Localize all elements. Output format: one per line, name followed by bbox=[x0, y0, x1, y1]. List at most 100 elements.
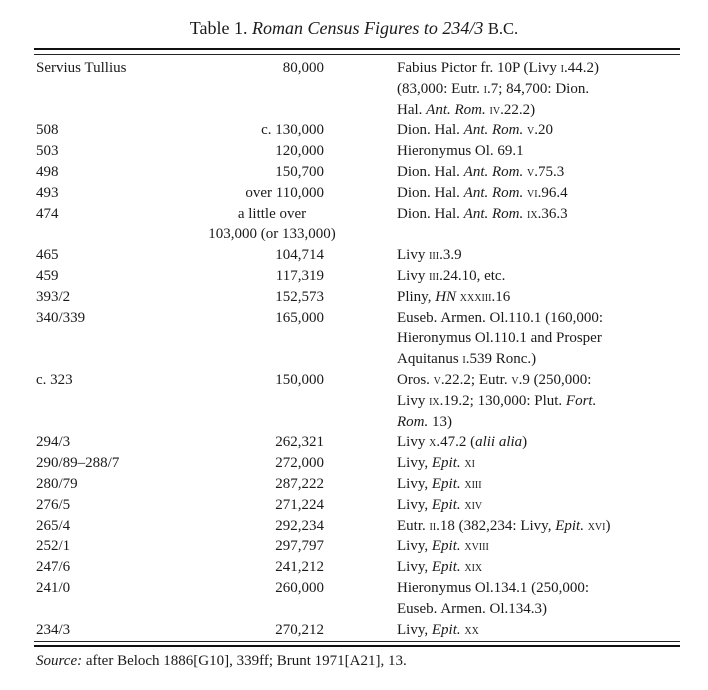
census-figure-cell: 80,000 bbox=[196, 58, 348, 120]
source-line: Livy, Epit. xx bbox=[397, 620, 680, 641]
text-segment: i bbox=[462, 351, 466, 367]
figure-line: 120,000 bbox=[275, 143, 324, 160]
text-segment: Eutr. bbox=[397, 517, 430, 534]
figure-line: 152,573 bbox=[275, 288, 324, 305]
table-row: 276/5 271,224 Livy, Epit. xiv bbox=[0, 495, 708, 516]
census-figure-cell: 270,212 bbox=[196, 620, 348, 641]
year-cell: 503 bbox=[36, 143, 59, 160]
text-segment: xvi bbox=[587, 517, 606, 533]
source-cell: Livy, Epit. xiv bbox=[348, 495, 680, 516]
text-segment: iii bbox=[429, 267, 440, 283]
italic-text: Fort. bbox=[565, 392, 597, 409]
italic-text: Epit. bbox=[431, 496, 461, 513]
italic-text: Rom. bbox=[397, 413, 429, 430]
figure-line: a little over bbox=[237, 205, 307, 222]
figure-line: 80,000 bbox=[282, 60, 324, 76]
text-segment: Livy, bbox=[397, 496, 432, 513]
source-line: Euseb. Armen. Ol.134.3) bbox=[397, 599, 680, 620]
text-segment: xviii bbox=[464, 538, 489, 554]
text-segment: .9 (250,000: bbox=[518, 371, 592, 388]
census-figure-cell: 150,000 bbox=[196, 370, 348, 432]
census-figure-cell: 120,000 bbox=[196, 141, 348, 162]
figure-line: over 110,000 bbox=[245, 184, 324, 201]
text-segment: ) bbox=[605, 517, 611, 534]
text-segment: xi bbox=[464, 455, 475, 471]
table-row: 393/2 152,573 Pliny, HN xxxiii.16 bbox=[0, 287, 708, 308]
text-segment: xiv bbox=[464, 496, 483, 512]
source-cell: Dion. Hal. Ant. Rom. v.20 bbox=[348, 120, 680, 141]
census-figure-cell: 297,797 bbox=[196, 536, 348, 557]
source-line: Dion. Hal. Ant. Rom. v.75.3 bbox=[397, 162, 680, 183]
source-cell: Dion. Hal. Ant. Rom. v.75.3 bbox=[348, 162, 680, 183]
text-segment: v bbox=[511, 371, 519, 387]
table-row: 465 104,714 Livy iii.3.9 bbox=[0, 245, 708, 266]
table-row: 294/3 262,321 Livy x.47.2 (alii alia) bbox=[0, 432, 708, 453]
text-segment: Livy bbox=[397, 267, 430, 284]
source-cell: Dion. Hal. Ant. Rom. vi.96.4 bbox=[348, 183, 680, 204]
figure-line: 287,222 bbox=[275, 475, 324, 492]
figure-line: 165,000 bbox=[275, 309, 324, 326]
text-segment: Euseb. Armen. Ol.110.1 (160,000: bbox=[397, 309, 604, 326]
figure-line: 272,000 bbox=[275, 455, 324, 472]
source-line: Dion. Hal. Ant. Rom. v.20 bbox=[397, 120, 680, 141]
source-line: Livy iii.3.9 bbox=[397, 245, 680, 266]
source-cell: Oros. v.22.2; Eutr. v.9 (250,000: Livy ix… bbox=[348, 370, 680, 432]
source-line: Hieronymus Ol.110.1 and Prosper bbox=[397, 328, 680, 349]
figure-line: 241,212 bbox=[275, 559, 324, 576]
year-cell: 340/339 bbox=[36, 309, 86, 326]
table-row: 508 c. 130,000 Dion. Hal. Ant. Rom. v.20 bbox=[0, 120, 708, 141]
text-segment: .19.2; 130,000: Plut. bbox=[439, 392, 566, 409]
italic-text: Ant. Rom. bbox=[463, 205, 524, 222]
source-cell: Livy, Epit. xix bbox=[348, 557, 680, 578]
census-figure-cell: 150,700 bbox=[196, 162, 348, 183]
year-cell: 498 bbox=[36, 163, 59, 180]
census-figure-cell: 104,714 bbox=[196, 245, 348, 266]
census-figure-cell: 152,573 bbox=[196, 287, 348, 308]
source-cell: Livy, Epit. xiii bbox=[348, 474, 680, 495]
text-segment: Hal. bbox=[397, 101, 427, 118]
text-segment: Livy bbox=[397, 247, 430, 264]
text-segment: .96.4 bbox=[537, 184, 568, 201]
year-cell: 493 bbox=[36, 184, 59, 201]
text-segment: Dion. Hal. bbox=[397, 122, 464, 139]
top-rule bbox=[34, 48, 680, 50]
source-line: Fabius Pictor fr. 10P (Livy i.44.2) bbox=[397, 58, 680, 79]
figure-line: 292,234 bbox=[275, 517, 324, 534]
text-segment: .47.2 ( bbox=[436, 434, 476, 451]
year-cell: 276/5 bbox=[36, 496, 71, 513]
table-title: Table 1. Roman Census Figures to 234/3 B… bbox=[0, 18, 708, 39]
source-cell: Eutr. ii.18 (382,234: Livy, Epit. xvi) bbox=[348, 516, 680, 537]
text-segment: .44.2) bbox=[563, 60, 599, 76]
year-cell: 241/0 bbox=[36, 579, 71, 596]
table-row: 503 120,000 Hieronymus Ol. 69.1 bbox=[0, 141, 708, 162]
source-line: Hal. Ant. Rom. iv.22.2) bbox=[397, 100, 680, 121]
text-segment: ix bbox=[527, 205, 538, 221]
text-segment: Livy, bbox=[397, 538, 432, 555]
source-cell: Livy, Epit. xviii bbox=[348, 536, 680, 557]
text-segment: .75.3 bbox=[534, 163, 565, 180]
source-cell: Livy iii.3.9 bbox=[348, 245, 680, 266]
italic-text: alii alia bbox=[475, 434, 523, 451]
year-cell: 290/89–288/7 bbox=[36, 455, 120, 472]
title-italic: Roman Census Figures to 234/3 bbox=[252, 18, 484, 38]
text-segment: Pliny, bbox=[397, 288, 436, 305]
text-segment: Livy, bbox=[397, 455, 432, 472]
source-line: Livy, Epit. xviii bbox=[397, 536, 680, 557]
census-figure-cell: a little over 103,000 (or 133,000) bbox=[196, 204, 348, 246]
source-line: Hieronymus Ol.134.1 (250,000: bbox=[397, 578, 680, 599]
census-table: Servius Tullius 80,000 Fabius Pictor fr. 1… bbox=[0, 58, 708, 640]
text-segment: .7; 84,700: Dion. bbox=[487, 80, 590, 97]
census-figure-cell: 272,000 bbox=[196, 453, 348, 474]
italic-text: Epit. bbox=[431, 621, 461, 638]
text-segment: Livy, bbox=[397, 621, 432, 638]
text-segment: (83,000: Eutr. bbox=[397, 80, 484, 97]
year-cell: 508 bbox=[36, 122, 59, 139]
source-line: Oros. v.22.2; Eutr. v.9 (250,000: bbox=[397, 370, 680, 391]
source-line: Rom. 13) bbox=[397, 412, 680, 433]
table-row: 265/4 292,234 Eutr. ii.18 (382,234: Livy, … bbox=[0, 516, 708, 537]
census-figure-cell: c. 130,000 bbox=[196, 120, 348, 141]
text-segment: Dion. Hal. bbox=[397, 205, 464, 222]
figure-line: 262,321 bbox=[275, 434, 324, 451]
text-segment: Aquitanus bbox=[397, 351, 463, 368]
census-figure-cell: 117,319 bbox=[196, 266, 348, 287]
